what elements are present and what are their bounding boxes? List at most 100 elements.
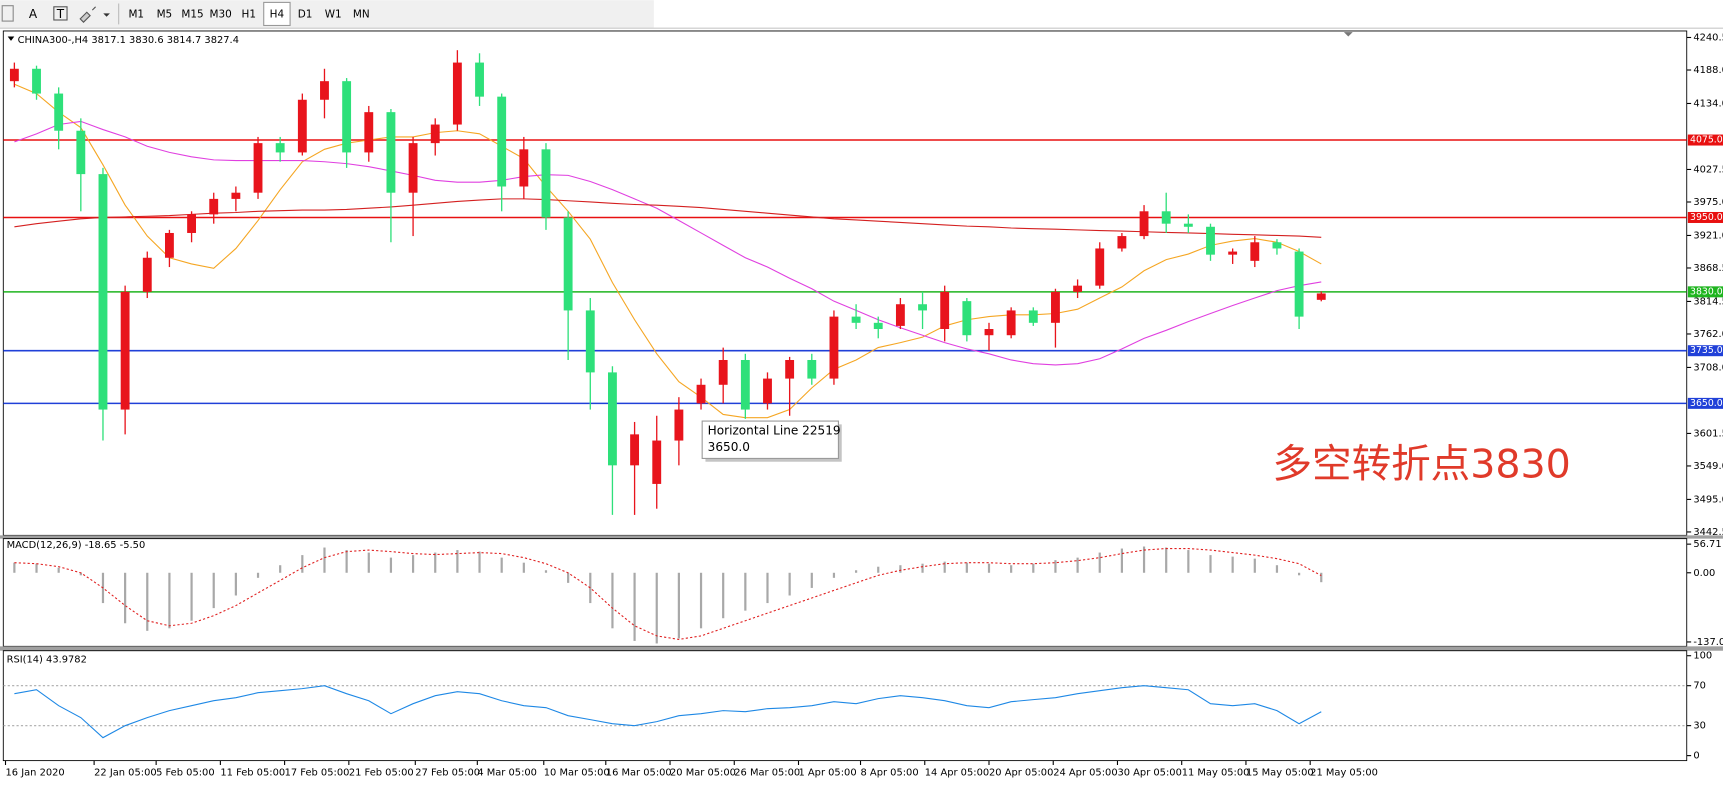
y-tick-label: 56.71 bbox=[1693, 539, 1721, 550]
tool-button[interactable]: T bbox=[56, 7, 65, 21]
candle-body bbox=[98, 174, 108, 410]
candle-body bbox=[541, 149, 551, 218]
macd-bar bbox=[124, 572, 127, 624]
x-tick-label: 11 May 05:00 bbox=[1182, 768, 1250, 779]
y-tick-label: 3814.5 bbox=[1693, 296, 1723, 307]
x-tick-label: 30 Apr 05:00 bbox=[1117, 768, 1181, 779]
candle-body bbox=[1272, 242, 1282, 249]
period-button[interactable]: D1 bbox=[298, 8, 313, 20]
x-tick-label: 22 Jan 05:00 bbox=[94, 768, 157, 779]
candle-body bbox=[984, 329, 994, 336]
y-tick-label: 30 bbox=[1693, 721, 1706, 732]
moving-average bbox=[14, 198, 1322, 238]
period-button[interactable]: MN bbox=[353, 8, 370, 20]
macd-bar bbox=[146, 572, 149, 631]
x-tick-label: 20 Apr 05:00 bbox=[989, 768, 1053, 779]
candle-body bbox=[1139, 211, 1149, 237]
macd-bar bbox=[1298, 572, 1301, 576]
macd-bar bbox=[1320, 572, 1323, 583]
macd-bar bbox=[434, 552, 437, 573]
tooltip-value: 3650.0 bbox=[708, 440, 750, 454]
plot-marks: 4240.5 4188.0 4134.0 4027.5 3975.0 3921.0 3868… bbox=[3, 32, 1723, 779]
period-button[interactable]: H4 bbox=[270, 8, 285, 20]
macd-bar bbox=[1076, 557, 1079, 573]
macd-bar bbox=[544, 570, 548, 573]
macd-bar bbox=[810, 572, 813, 588]
tooltip-box bbox=[701, 420, 839, 459]
candle-body bbox=[851, 316, 861, 323]
period-button[interactable]: M15 bbox=[181, 8, 203, 20]
x-tick-label: 4 Mar 05:00 bbox=[477, 768, 537, 779]
macd-bar bbox=[367, 552, 370, 573]
period-button[interactable]: M5 bbox=[157, 8, 173, 20]
x-tick-label: 27 Feb 05:00 bbox=[415, 768, 480, 779]
candle-body bbox=[1183, 223, 1193, 227]
x-tick-label: 11 Feb 05:00 bbox=[220, 768, 285, 779]
candle-body bbox=[497, 96, 507, 187]
level-label: 3830.0 bbox=[1690, 286, 1723, 297]
x-tick-label: 16 Jan 2020 bbox=[6, 768, 65, 779]
tool-button[interactable]: A bbox=[29, 7, 38, 21]
y-tick-label: 3762.0 bbox=[1693, 329, 1723, 340]
macd-bar bbox=[1165, 547, 1168, 573]
level-label-bg bbox=[1687, 134, 1723, 146]
y-tick-label: 4027.5 bbox=[1693, 164, 1723, 175]
candle-body bbox=[608, 372, 617, 466]
macd-bar bbox=[589, 572, 592, 604]
macd-bar bbox=[256, 572, 260, 578]
period-button[interactable]: H1 bbox=[242, 8, 256, 20]
y-tick-label: 3868.5 bbox=[1693, 263, 1723, 274]
level-label: 3735.0 bbox=[1690, 345, 1723, 356]
candle-body bbox=[275, 143, 285, 153]
dropdown-arrow[interactable] bbox=[103, 13, 110, 17]
period-button[interactable]: M30 bbox=[210, 8, 232, 20]
period-button[interactable]: W1 bbox=[325, 8, 342, 20]
draw-tool-icon[interactable] bbox=[79, 6, 96, 23]
active-period bbox=[263, 1, 291, 27]
annotation: 多空转折点3830 bbox=[1272, 442, 1570, 488]
x-tick-label: 17 Feb 05:00 bbox=[285, 768, 350, 779]
x-tick-label: 21 May 05:00 bbox=[1310, 768, 1378, 779]
macd-bar bbox=[456, 550, 459, 573]
x-tick-label: 16 Mar 05:00 bbox=[606, 768, 672, 779]
candle-body bbox=[940, 291, 950, 330]
period-button[interactable]: M1 bbox=[128, 8, 144, 20]
macd-bar bbox=[877, 566, 880, 573]
x-tick-label: 15 May 05:00 bbox=[1246, 768, 1314, 779]
candle-body bbox=[1051, 291, 1060, 323]
candle-body bbox=[630, 434, 640, 466]
candle-body bbox=[1250, 242, 1260, 261]
candle-body bbox=[962, 301, 972, 336]
macd-bar bbox=[1142, 546, 1146, 573]
macd-bar bbox=[500, 557, 503, 573]
signal-line bbox=[14, 547, 1322, 640]
grip-icon bbox=[1, 5, 14, 22]
y-tick-label: 3975.0 bbox=[1693, 197, 1723, 208]
macd-bar bbox=[788, 572, 791, 596]
level-label-bg bbox=[1687, 397, 1723, 409]
level-label: 3650.0 bbox=[1690, 398, 1723, 409]
macd-bar bbox=[1231, 556, 1234, 573]
shift-marker bbox=[1343, 32, 1353, 37]
candle-body bbox=[142, 257, 152, 292]
macd-bar bbox=[522, 562, 525, 573]
candle-body bbox=[652, 440, 662, 484]
tooltip: Horizontal Line 22519 3650.0 bbox=[701, 420, 842, 462]
candle-body bbox=[120, 291, 130, 410]
macd-bar bbox=[722, 572, 725, 619]
symbol-menu-arrow[interactable] bbox=[7, 36, 15, 41]
x-tick-label: 10 Mar 05:00 bbox=[544, 768, 610, 779]
macd-bar bbox=[212, 572, 215, 609]
y-tick-label: 3921.0 bbox=[1693, 230, 1723, 241]
x-tick-label: 21 Feb 05:00 bbox=[349, 768, 414, 779]
macd-bar bbox=[1098, 552, 1101, 573]
macd-bar bbox=[921, 563, 924, 573]
x-tick-label: 14 Apr 05:00 bbox=[925, 768, 989, 779]
macd-bar bbox=[79, 572, 82, 576]
macd-bar bbox=[13, 562, 16, 573]
candle-body bbox=[585, 310, 595, 373]
macd-header: MACD(12,26,9) -18.65 -5.50 bbox=[7, 540, 146, 551]
candle-body bbox=[297, 99, 307, 153]
